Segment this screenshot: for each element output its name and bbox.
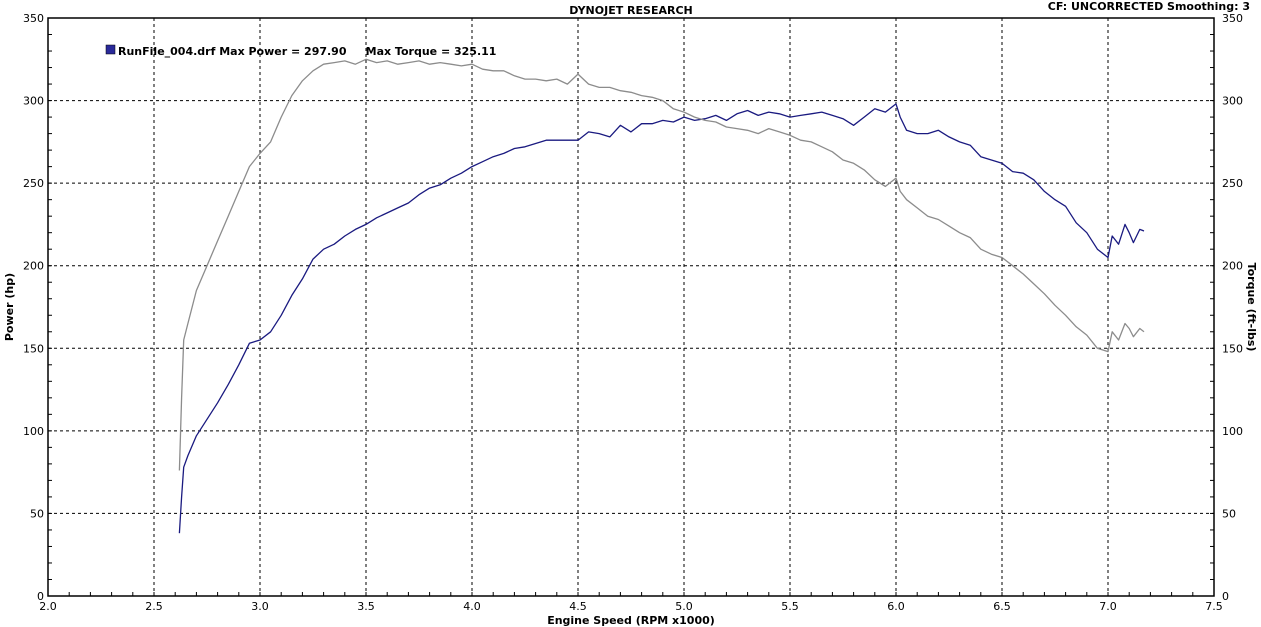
- y2-axis-title: Torque (ft-lbs): [1245, 263, 1258, 352]
- plot-area: [47, 17, 1215, 597]
- chart-title: DYNOJET RESEARCH: [569, 4, 692, 17]
- y2-tick-label: 350: [1222, 12, 1243, 25]
- axis-ticks: [47, 17, 1215, 597]
- x-tick-label: 6.5: [993, 600, 1011, 613]
- x-tick-label: 6.0: [887, 600, 905, 613]
- x-tick-label: 4.5: [569, 600, 587, 613]
- y2-tick-label: 50: [1222, 507, 1236, 520]
- y2-tick-label: 150: [1222, 342, 1243, 355]
- x-tick-label: 5.0: [675, 600, 693, 613]
- y-tick-label: 0: [37, 590, 44, 603]
- series-line-power: [178, 103, 1145, 534]
- y2-tick-label: 200: [1222, 260, 1243, 273]
- x-tick-label: 2.5: [145, 600, 163, 613]
- y-axis-title: Power (hp): [3, 273, 16, 341]
- status-text: CF: UNCORRECTED Smoothing: 3: [1048, 0, 1250, 13]
- y2-tick-label: 0: [1222, 590, 1229, 603]
- y-tick-label: 50: [30, 507, 44, 520]
- y-tick-label: 350: [23, 12, 44, 25]
- x-tick-label: 7.5: [1205, 600, 1223, 613]
- x-tick-label: 7.0: [1099, 600, 1117, 613]
- y2-tick-label: 250: [1222, 177, 1243, 190]
- series-lines: [178, 58, 1145, 534]
- y-tick-label: 300: [23, 95, 44, 108]
- x-tick-label: 4.0: [463, 600, 481, 613]
- y2-tick-label: 100: [1222, 425, 1243, 438]
- legend-swatch: [105, 44, 116, 55]
- y-tick-label: 250: [23, 177, 44, 190]
- y-tick-label: 100: [23, 425, 44, 438]
- y-tick-label: 150: [23, 342, 44, 355]
- x-tick-label: 3.0: [251, 600, 269, 613]
- x-tick-label: 2.0: [39, 600, 57, 613]
- legend-label: RunFile_004.drf Max Power = 297.90 Max T…: [118, 45, 496, 58]
- series-line-torque: [178, 58, 1145, 471]
- x-tick-label: 5.5: [781, 600, 799, 613]
- y-tick-label: 200: [23, 260, 44, 273]
- x-tick-label: 3.5: [357, 600, 375, 613]
- x-axis-title: Engine Speed (RPM x1000): [547, 614, 715, 627]
- y2-tick-label: 300: [1222, 95, 1243, 108]
